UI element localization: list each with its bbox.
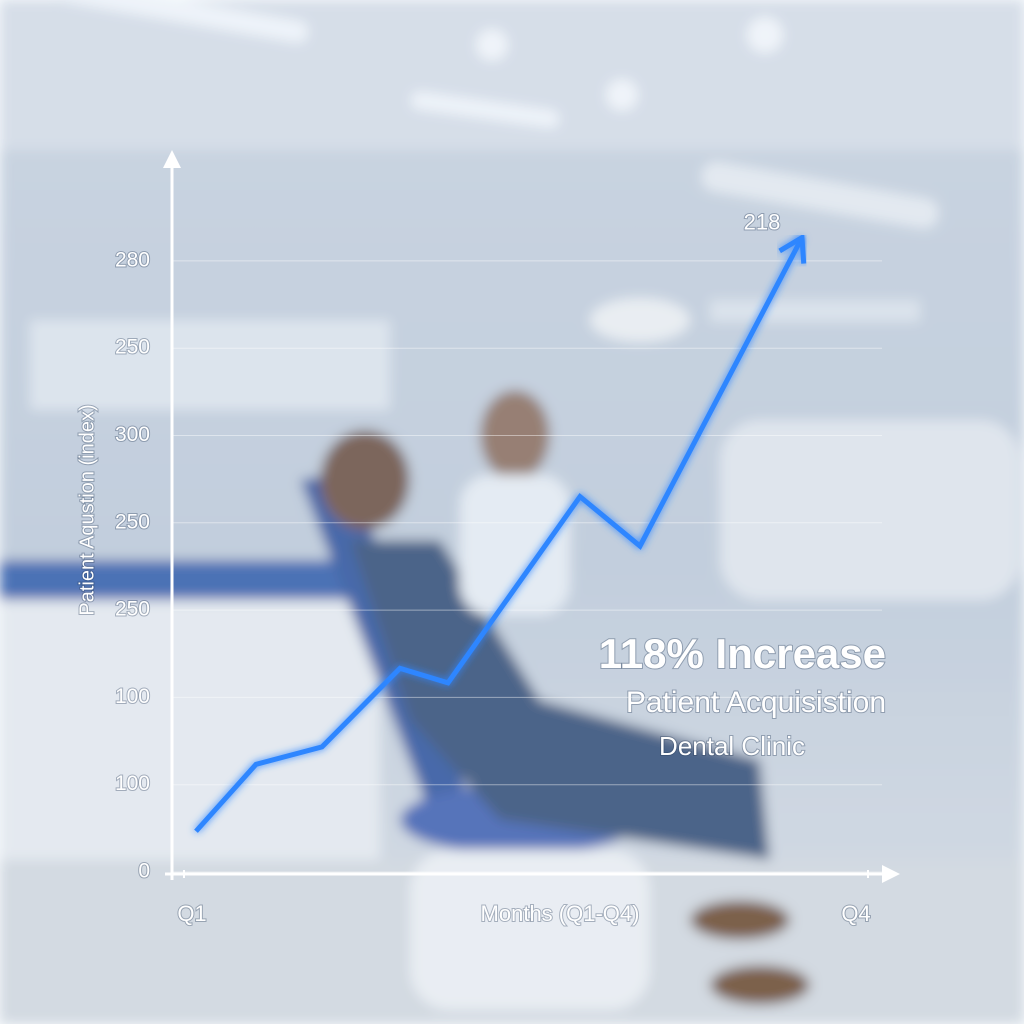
- y-tick-label: 300: [115, 423, 150, 446]
- y-tick-label: 250: [115, 336, 150, 359]
- annotation-subtitle: Patient Acquisistion: [626, 686, 886, 719]
- x-axis-label: Months (Q1-Q4): [481, 901, 640, 926]
- x-tick-label: Q1: [177, 901, 206, 926]
- y-tick-label: 100: [115, 772, 150, 795]
- annotation-headline: 118% Increase: [599, 630, 886, 677]
- x-tick-label: Q4: [841, 901, 870, 926]
- y-axis-arrow: [163, 150, 181, 168]
- arrow-head: [778, 233, 807, 264]
- annotation-caption: Dental Clinic: [659, 731, 805, 761]
- y-axis-label: Patient Aqustion (index): [76, 404, 98, 615]
- y-tick-label: 250: [115, 598, 150, 621]
- data-line: [194, 236, 805, 833]
- x-axis-arrow: [882, 865, 900, 883]
- y-tick-label: 280: [115, 248, 150, 271]
- y-tick-label: 250: [115, 510, 150, 533]
- y-tick-label: 0: [138, 860, 150, 883]
- data-label: 218: [744, 209, 781, 234]
- y-tick-label: 100: [115, 685, 150, 708]
